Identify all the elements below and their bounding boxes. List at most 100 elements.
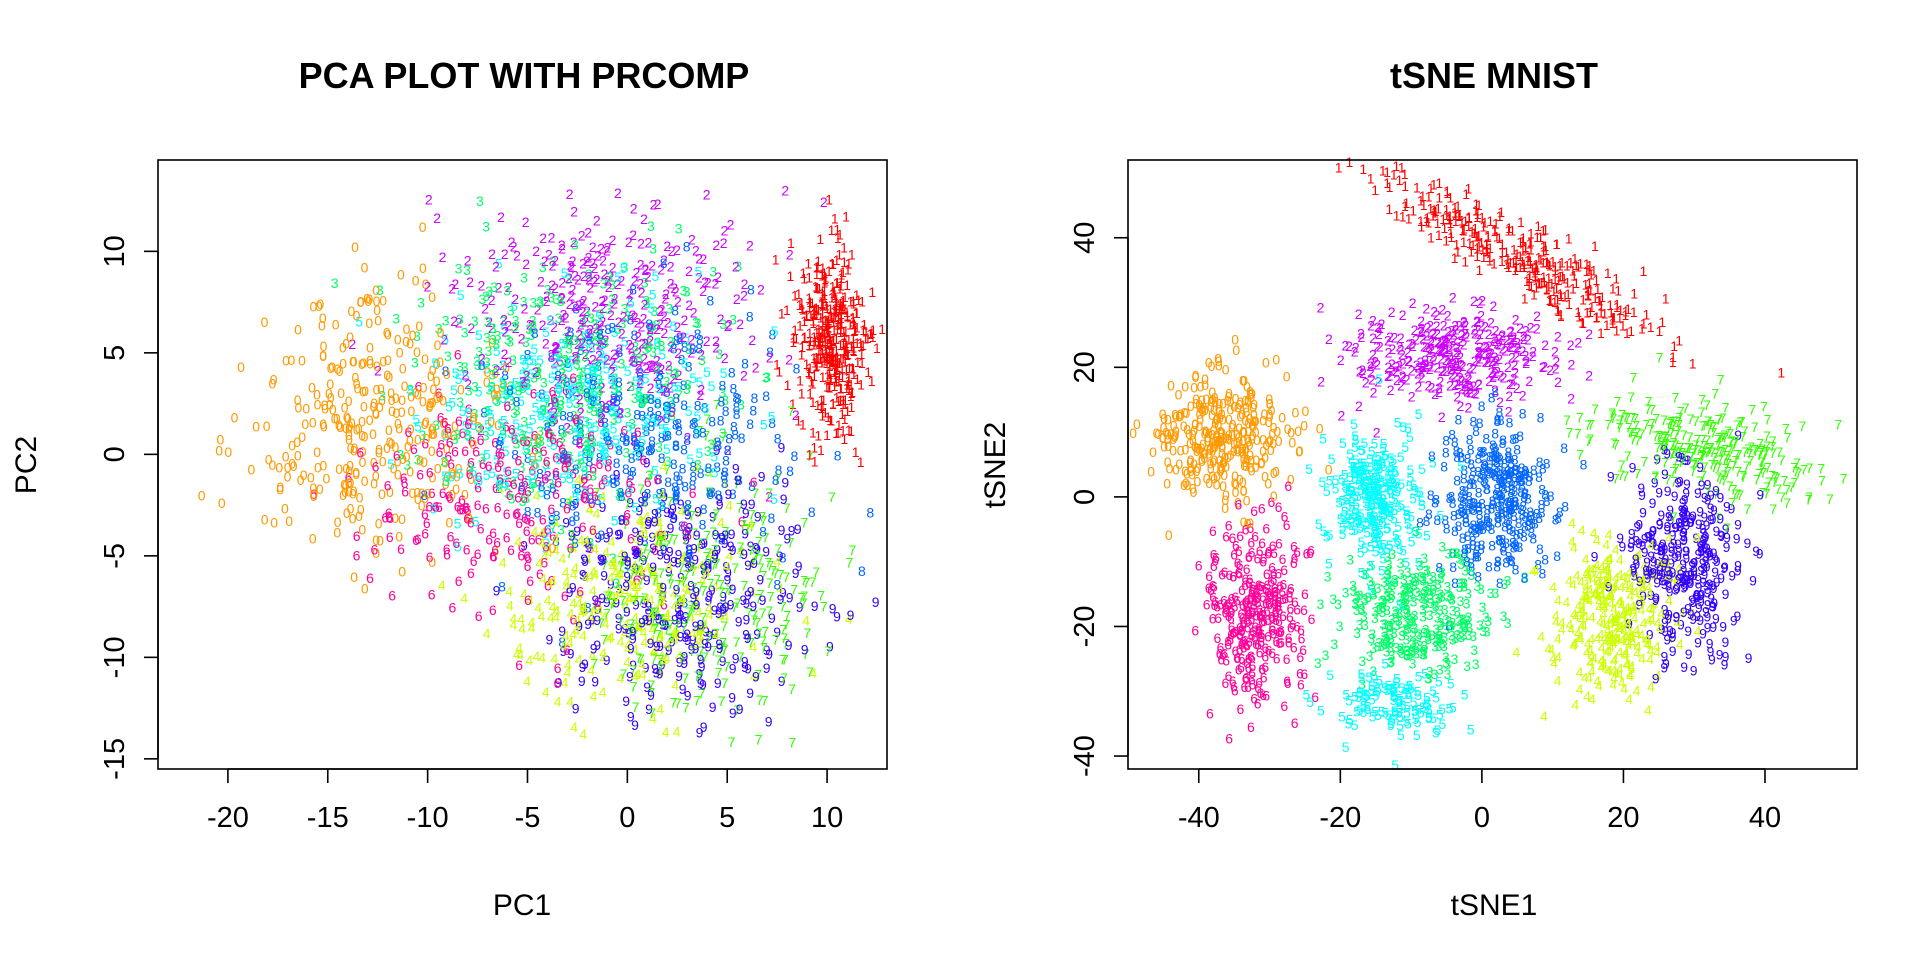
pca-point: 5: [655, 368, 663, 384]
pca-point: 4: [610, 556, 618, 572]
pca-point: 8: [683, 432, 691, 448]
pca-point: 1: [843, 308, 851, 324]
pca-point: 0: [373, 302, 381, 318]
pca-point: 5: [598, 376, 606, 392]
pca-point: 3: [507, 425, 515, 441]
pca-point: 1: [840, 240, 848, 256]
pca-point: 1: [834, 230, 842, 246]
pca-point: 2: [452, 276, 460, 292]
pca-point: 7: [703, 528, 711, 544]
pca-point: 3: [471, 405, 479, 421]
pca-point: 9: [622, 693, 630, 709]
pca-point: 4: [562, 579, 570, 595]
pca-point: 1: [822, 342, 830, 358]
pca-point: 9: [581, 656, 589, 672]
pca-point: 1: [826, 301, 834, 317]
pca-point: 1: [796, 297, 804, 313]
pca-point: 4: [721, 475, 729, 491]
pca-point: 6: [477, 432, 485, 448]
pca-point: 8: [671, 479, 679, 495]
pca-point: 0: [361, 581, 369, 597]
pca-point: 8: [644, 486, 652, 502]
pca-point: 5: [654, 394, 662, 410]
pca-point: 5: [695, 264, 703, 280]
pca-point: 9: [735, 613, 743, 629]
pca-point: 1: [841, 353, 849, 369]
pca-point: 7: [747, 542, 755, 558]
pca-point: 0: [309, 531, 317, 547]
pca-point: 9: [581, 568, 589, 584]
pca-point: 7: [657, 534, 665, 550]
pca-point: 2: [650, 196, 658, 212]
pca-point: 4: [687, 610, 695, 626]
pca-point: 1: [819, 345, 827, 361]
pca-point: 5: [568, 353, 576, 369]
pca-point: 6: [414, 531, 422, 547]
pca-point: 3: [587, 329, 595, 345]
pca-point: 8: [672, 488, 680, 504]
pca-point: 0: [384, 326, 392, 342]
pca-point: 2: [464, 253, 472, 269]
pca-point: 4: [605, 630, 613, 646]
pca-point: 0: [375, 442, 383, 458]
pca-point: 9: [693, 596, 701, 612]
pca-point: 1: [821, 271, 829, 287]
pca-point: 1: [843, 380, 851, 396]
pca-point: 1: [816, 231, 824, 247]
pca-point: 6: [371, 542, 379, 558]
pca-point: 0: [308, 380, 316, 396]
pca-point: 2: [740, 287, 748, 303]
pca-point: 2: [676, 329, 684, 345]
pca-point: 3: [589, 468, 597, 484]
pca-point: 1: [834, 311, 842, 327]
pca-point: 6: [421, 506, 429, 522]
pca-point: 7: [644, 546, 652, 562]
pca-point: 3: [378, 388, 386, 404]
pca-point: 7: [820, 598, 828, 614]
pca-point: 6: [680, 518, 688, 534]
pca-point: 1: [809, 312, 817, 328]
pca-point: 9: [682, 629, 690, 645]
pca-point: 1: [852, 444, 860, 460]
pca-point: 6: [465, 401, 473, 417]
pca-point: 5: [577, 448, 585, 464]
pca-point: 8: [759, 524, 767, 540]
pca-point: 2: [572, 383, 580, 399]
pca-point: 9: [675, 609, 683, 625]
pca-point: 8: [732, 390, 740, 406]
tsne-point: 2: [1338, 407, 1346, 423]
pca-point: 4: [549, 599, 557, 615]
pca-point: 7: [800, 573, 808, 589]
pca-point: 5: [708, 378, 716, 394]
pca-point: 0: [444, 426, 452, 442]
tsne-point: 1: [1689, 355, 1697, 371]
pca-point: 6: [397, 541, 405, 557]
pca-point: 2: [597, 331, 605, 347]
pca-point: 1: [811, 334, 819, 350]
pca-point: 4: [518, 621, 526, 637]
pca-point: 2: [552, 340, 560, 356]
pca-point: 0: [290, 458, 298, 474]
pca-point: 1: [857, 454, 865, 470]
pca-point: 5: [456, 466, 464, 482]
pca-point: 5: [442, 427, 450, 443]
pca-point: 7: [696, 668, 704, 684]
pca-point: 8: [495, 480, 503, 496]
pca-point: 1: [803, 356, 811, 372]
pca-point: 4: [590, 523, 598, 539]
pca-point: 8: [559, 450, 567, 466]
pca-point: 2: [547, 312, 555, 328]
pca-point: 0: [429, 469, 437, 485]
pca-point: 2: [672, 283, 680, 299]
pca-point: 2: [478, 277, 486, 293]
pca-point: 5: [445, 399, 453, 415]
pca-point: 7: [712, 625, 720, 641]
pca-point: 1: [823, 321, 831, 337]
pca-point: 7: [733, 634, 741, 650]
pca-point: 5: [483, 447, 491, 463]
pca-point: 6: [606, 437, 614, 453]
pca-point: 1: [807, 308, 815, 324]
pca-point: 1: [815, 334, 823, 350]
pca-point: 3: [641, 335, 649, 351]
pca-point: 4: [564, 664, 572, 680]
